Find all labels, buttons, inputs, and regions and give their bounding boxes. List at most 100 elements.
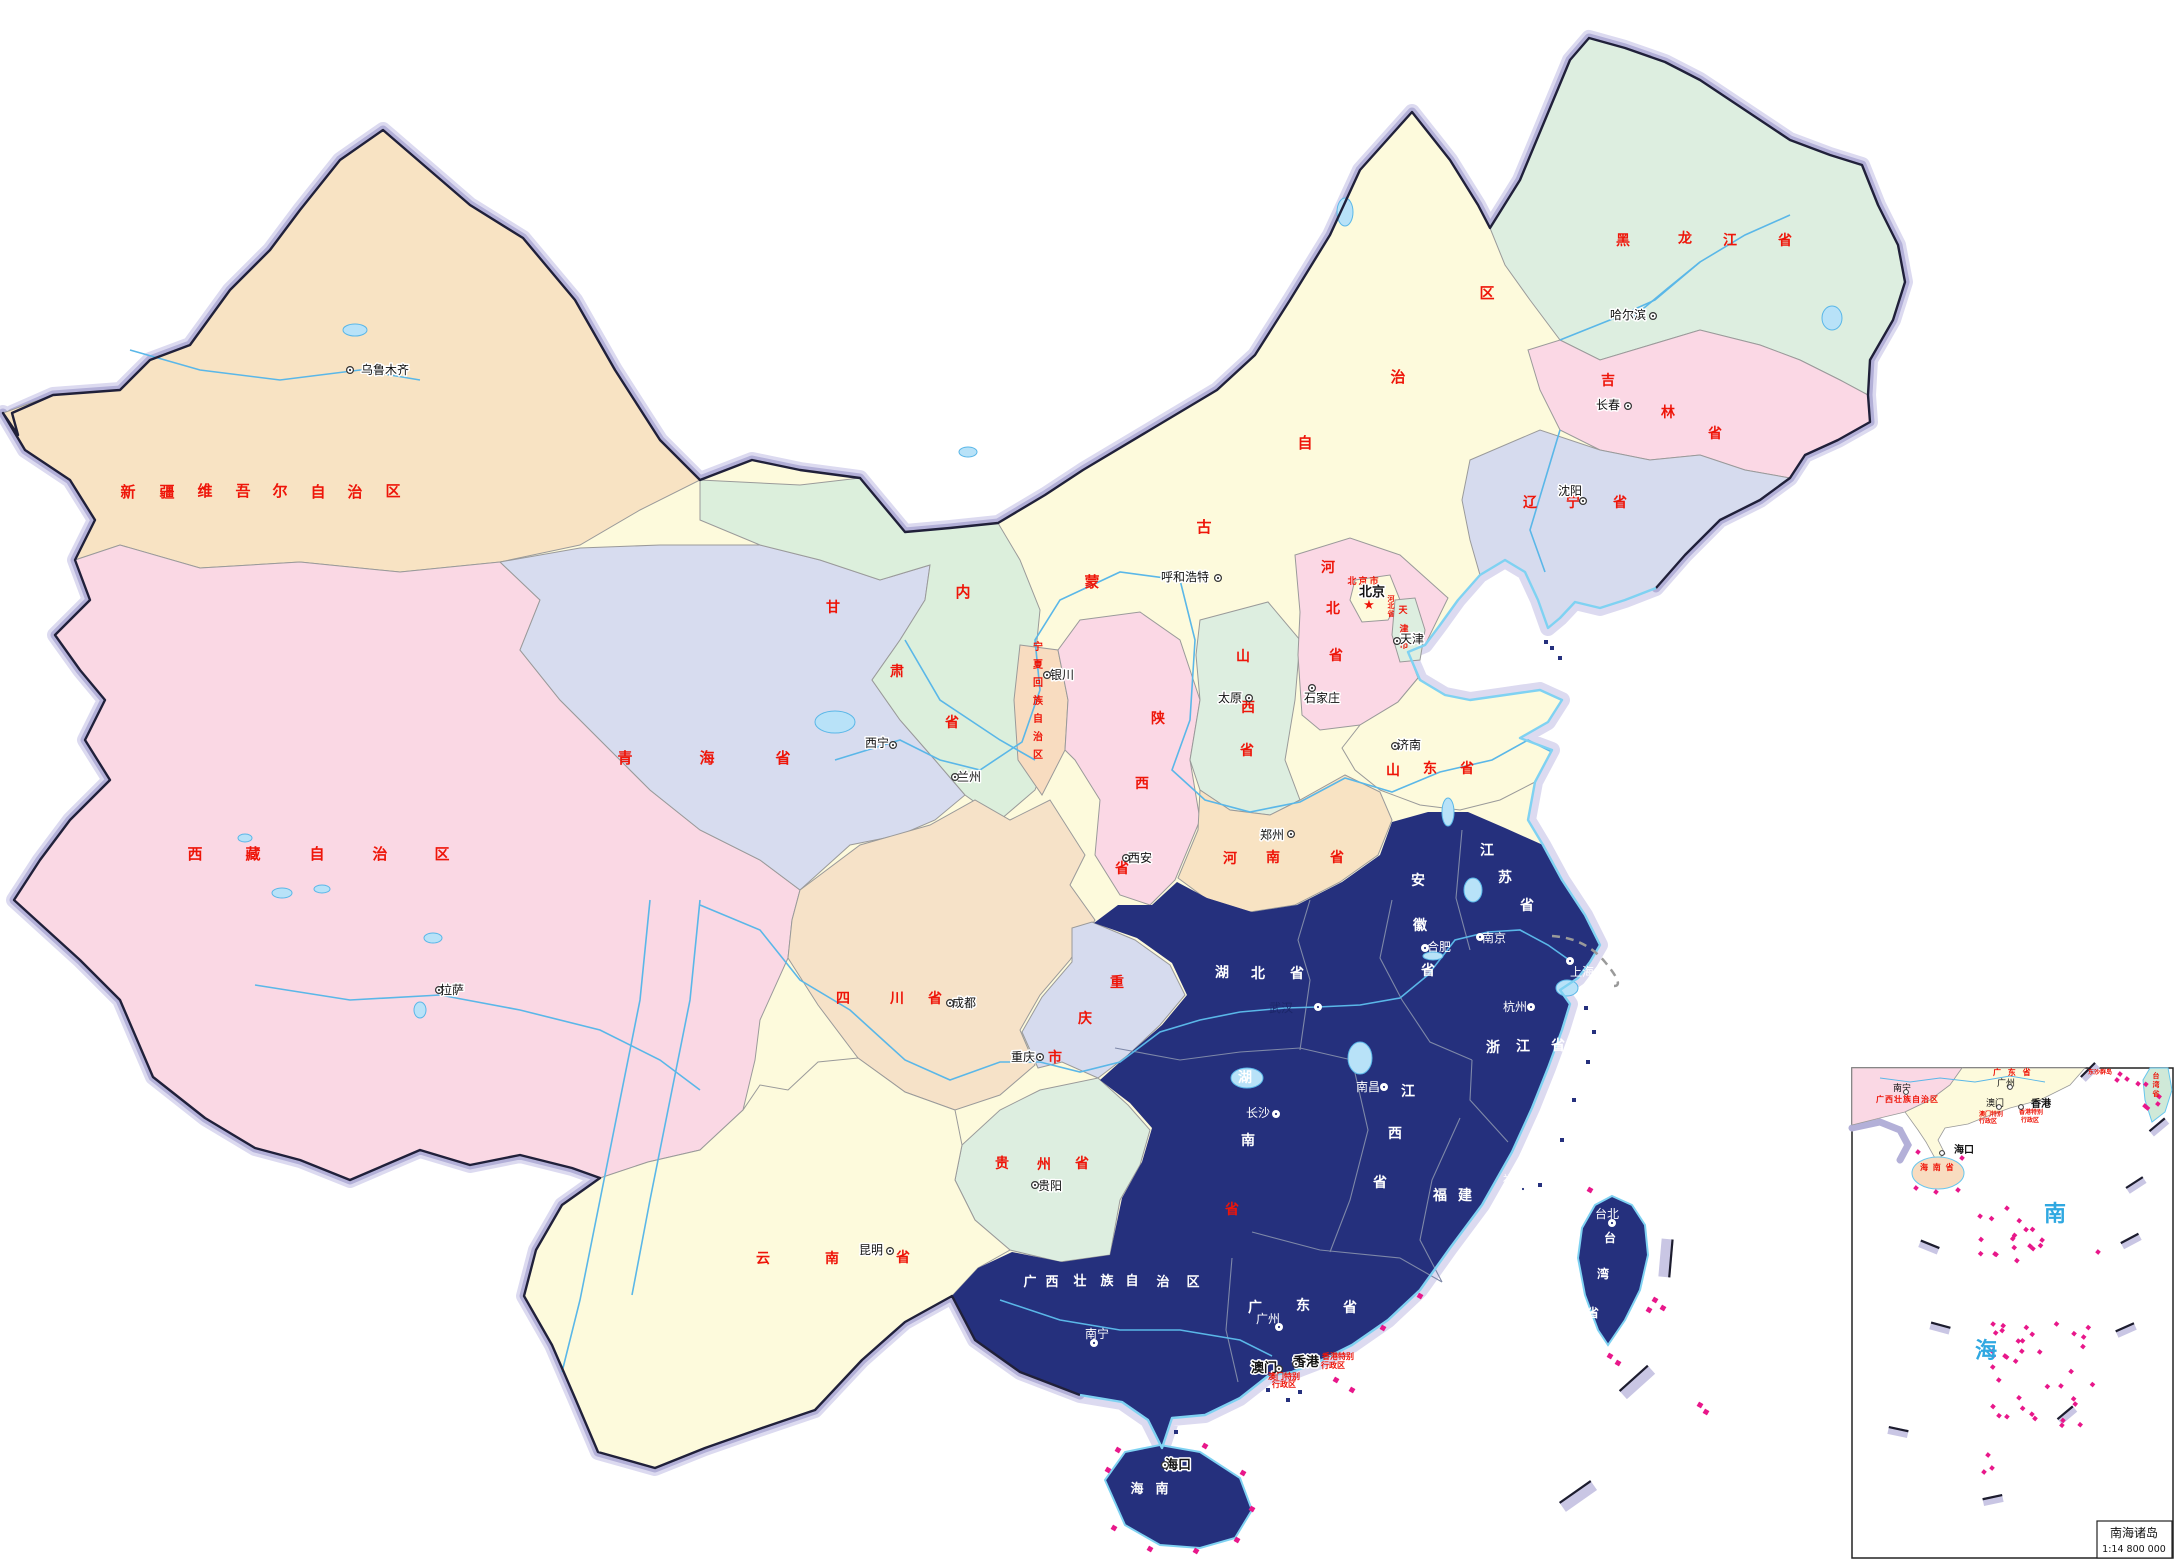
province-label-jiangsu: 江 bbox=[1480, 842, 1494, 859]
province-label-beijing-shi: 市 bbox=[1369, 575, 1378, 587]
province-label-jilin: 省 bbox=[1707, 425, 1722, 442]
province-label-jiangsu: 苏 bbox=[1498, 869, 1512, 886]
province-label-anhui: 省 bbox=[1420, 962, 1435, 979]
province-label-hubei: 湖 bbox=[1215, 965, 1229, 981]
province-label-hebei-tiny: 北 bbox=[1388, 601, 1395, 610]
province-label-xinjiang: 自 bbox=[310, 483, 325, 501]
province-label-chongqing: 庆 bbox=[1078, 1010, 1092, 1027]
province-label-hainan: 海 bbox=[1130, 1481, 1143, 1497]
city-marker bbox=[1271, 1109, 1280, 1118]
dash-line-segment bbox=[2125, 1176, 2147, 1194]
province-label-chongqing: 市 bbox=[1048, 1049, 1062, 1066]
inset-red-label: 广西壮族自治区 bbox=[1876, 1094, 1939, 1104]
city-label: 济南 bbox=[1397, 737, 1421, 752]
province-shape-12 bbox=[787, 799, 1096, 1111]
city-label: 成都 bbox=[952, 996, 976, 1010]
province-label-shandong: 省 bbox=[1459, 760, 1474, 777]
province-label-shaanxi: 西 bbox=[1135, 776, 1149, 792]
province-label-ningxia: 治 bbox=[1033, 730, 1043, 743]
province-label-guangxi: 治 bbox=[1156, 1274, 1169, 1290]
inset-red-label: 海 南 省 bbox=[1920, 1162, 1955, 1172]
city-label: 南昌 bbox=[1356, 1079, 1380, 1094]
province-label-heilongjiang: 江 bbox=[1723, 232, 1737, 249]
city-label: 天津 bbox=[1400, 632, 1424, 646]
province-label-xizang: 西 bbox=[187, 845, 202, 863]
province-label-hubei: 省 bbox=[1289, 965, 1304, 982]
province-label-shandong: 山 bbox=[1386, 763, 1400, 779]
province-label-tianjin-shi: 天 bbox=[1398, 605, 1408, 616]
province-label-heilongjiang: 省 bbox=[1777, 232, 1792, 249]
city-label: 西宁 bbox=[865, 735, 889, 750]
nine-dash-segments bbox=[1558, 1238, 1674, 1512]
city-marker bbox=[1160, 1460, 1169, 1469]
city-label: 重庆 bbox=[1011, 1050, 1035, 1064]
city-label: 银川 bbox=[1050, 668, 1074, 682]
highlighted-region bbox=[952, 812, 1650, 1550]
city-label: 哈尔滨 bbox=[1610, 307, 1646, 322]
inset-red-label: 香港特别 bbox=[2018, 1108, 2043, 1116]
province-label-liaoning: 省 bbox=[1612, 494, 1627, 511]
province-label-fujian: 省 bbox=[1497, 1187, 1512, 1204]
city-label: 贵阳 bbox=[1038, 1179, 1062, 1193]
province-label-xinjiang: 新 bbox=[120, 483, 135, 501]
province-label-guizhou: 省 bbox=[1074, 1155, 1089, 1172]
inset-scale-box bbox=[2096, 1520, 2173, 1559]
dash-line-segment bbox=[2080, 1062, 2100, 1082]
province-label-hebei-tiny: 河 bbox=[1388, 594, 1395, 603]
province-label-ningxia: 自 bbox=[1033, 712, 1043, 725]
inset-sea-name: 南 bbox=[2044, 1202, 2066, 1227]
province-label-heilongjiang: 黑 bbox=[1616, 233, 1630, 249]
province-label-qinghai: 青 bbox=[617, 749, 632, 767]
city-label: 乌鲁木齐 bbox=[361, 362, 409, 377]
inset-red-label: 行政区 bbox=[2020, 1116, 2039, 1124]
province-label-guangxi: 壮 bbox=[1073, 1273, 1086, 1289]
city-marker bbox=[346, 366, 355, 375]
province-label-shandong: 东 bbox=[1423, 760, 1437, 777]
province-label-sichuan: 四 bbox=[836, 991, 850, 1007]
province-label-hebei-tiny: 省 bbox=[1387, 609, 1395, 618]
city-marker bbox=[1420, 943, 1429, 952]
province-label-chongqing: 重 bbox=[1110, 974, 1124, 991]
province-label-jiangxi: 江 bbox=[1401, 1083, 1415, 1100]
province-label-xinjiang: 吾 bbox=[235, 482, 250, 500]
taiwan-island bbox=[1576, 1194, 1650, 1347]
city-label: 石家庄 bbox=[1304, 690, 1340, 705]
inset-sea-name: 海 bbox=[1975, 1338, 1997, 1364]
province-label-xinjiang: 治 bbox=[347, 483, 362, 501]
province-label-tianjin-shi: 市 bbox=[1399, 639, 1408, 651]
dash-line-segment bbox=[1887, 1426, 1909, 1438]
province-label-zhejiang: 浙 bbox=[1486, 1039, 1500, 1056]
city-marker bbox=[1286, 829, 1295, 838]
province-label-guangxi: 广 bbox=[1023, 1274, 1036, 1290]
rivers bbox=[129, 214, 1791, 1373]
city-label: 福州 bbox=[1503, 1172, 1527, 1187]
highlighted-southeast-region bbox=[952, 812, 1600, 1448]
province-label-shanxi: 西 bbox=[1241, 700, 1255, 716]
province-label-guangdong: 广 bbox=[1248, 1299, 1262, 1316]
dash-line-segment bbox=[2148, 1117, 2170, 1137]
province-label-beijing-shi: 京 bbox=[1358, 575, 1367, 587]
province-label-ningxia: 回 bbox=[1033, 677, 1043, 689]
city-marker bbox=[1291, 1359, 1300, 1368]
inset-red-label: 东沙群岛 bbox=[2088, 1068, 2112, 1076]
city-marker bbox=[1313, 1002, 1322, 1011]
city-label: 沈阳 bbox=[1558, 483, 1582, 498]
province-shape-9 bbox=[1391, 597, 1426, 663]
dash-line-segment bbox=[1918, 1239, 1940, 1255]
city-label: 郑州 bbox=[1260, 827, 1284, 842]
city-marker bbox=[1042, 670, 1051, 679]
country-border-line bbox=[1, 36, 1907, 1470]
province-label-taiwan: 台 bbox=[1604, 1230, 1616, 1245]
province-label-jiangsu: 省 bbox=[1519, 897, 1534, 914]
province-label-guangxi: 自 bbox=[1125, 1273, 1138, 1289]
province-label-fujian: 建 bbox=[1458, 1187, 1472, 1204]
city-label: 海口 bbox=[1165, 1457, 1191, 1473]
city-label: 长沙 bbox=[1246, 1106, 1270, 1120]
province-label-sichuan: 省 bbox=[927, 990, 942, 1007]
city-label: 北京 bbox=[1359, 584, 1385, 600]
lakes bbox=[237, 197, 1843, 1089]
dash-line-segment bbox=[1658, 1238, 1674, 1278]
city-marker bbox=[945, 998, 954, 1007]
city-marker bbox=[1213, 573, 1222, 582]
